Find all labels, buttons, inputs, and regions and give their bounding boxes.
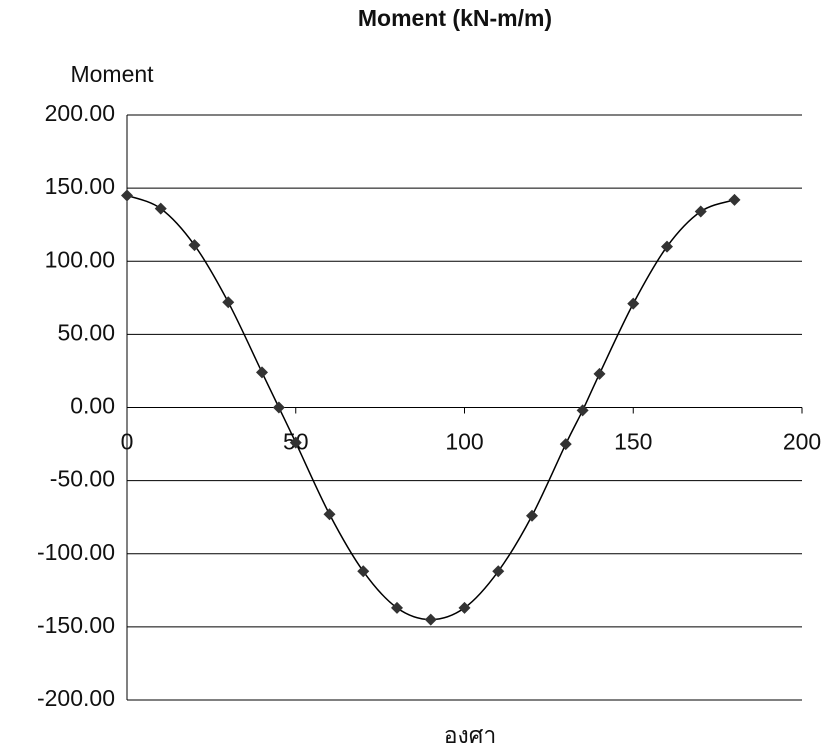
x-axis-label: องศา [444,722,497,748]
marker [188,239,201,252]
marker [256,366,268,379]
y-tick-label: -100.00 [37,539,115,565]
y-tick-label: 100.00 [45,246,115,272]
x-tick-label: 100 [445,429,483,455]
marker [272,401,285,414]
marker [728,193,741,206]
chart-title: Moment (kN-m/m) [358,5,552,31]
marker [627,297,640,310]
y-tick-label: 50.00 [57,319,115,345]
x-tick-label: 0 [121,429,134,455]
marker [391,601,403,614]
marker [559,438,572,451]
marker [661,240,673,253]
x-tick-label: 200 [783,429,821,455]
marker [222,296,235,309]
marker [694,205,707,218]
y-tick-label: 0.00 [70,393,115,419]
marker [357,565,370,578]
marker [323,508,336,521]
y-tick-label: -200.00 [37,685,115,711]
marker [593,367,606,380]
x-tick-label: 150 [614,429,652,455]
marker [458,601,471,614]
marker [492,565,505,578]
marker [154,202,167,215]
marker [121,189,133,202]
y-tick-label: -150.00 [37,612,115,638]
y-tick-label: 150.00 [45,173,115,199]
y-tick-label: -50.00 [50,466,115,492]
marker [289,436,302,449]
marker [526,509,538,522]
marker [424,613,437,626]
marker [576,404,589,417]
y-axis-label: Moment [70,61,154,87]
y-tick-label: 200.00 [45,100,115,126]
